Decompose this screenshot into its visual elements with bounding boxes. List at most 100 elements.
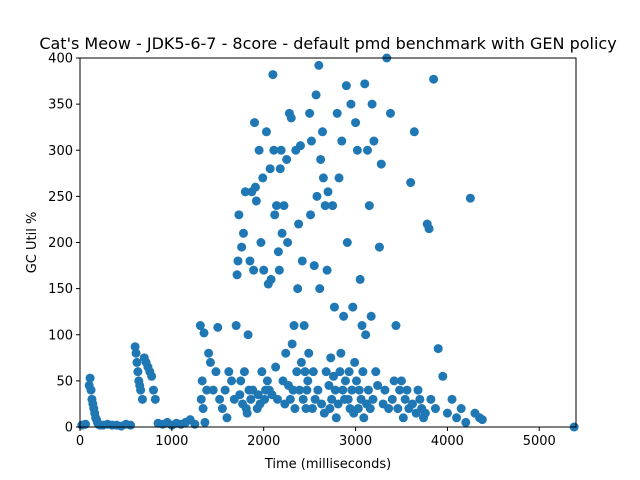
data-point <box>215 394 225 404</box>
data-point <box>321 367 331 377</box>
data-point <box>258 173 268 183</box>
data-point <box>402 385 412 395</box>
data-point <box>385 108 395 118</box>
data-point <box>336 348 346 358</box>
data-point <box>452 413 462 423</box>
data-point <box>320 201 330 211</box>
data-point <box>292 367 302 377</box>
data-point <box>317 127 327 137</box>
data-point <box>303 376 313 386</box>
data-point <box>456 404 466 414</box>
data-point <box>261 127 271 137</box>
x-axis: 0 1000 2000 3000 4000 5000 <box>76 427 556 449</box>
data-point <box>150 394 160 404</box>
data-point <box>337 136 347 146</box>
data-point <box>311 90 321 100</box>
data-point <box>276 145 286 155</box>
data-point <box>190 419 200 429</box>
data-point <box>287 339 297 349</box>
data-point <box>314 60 324 70</box>
data-point <box>318 173 328 183</box>
data-point <box>384 404 394 414</box>
data-point <box>368 394 378 404</box>
data-point <box>341 81 351 91</box>
data-point <box>254 145 264 155</box>
data-point <box>283 238 293 247</box>
data-point <box>260 394 270 404</box>
data-point <box>333 399 343 409</box>
data-point <box>413 385 423 395</box>
data-point <box>348 302 358 312</box>
data-point <box>232 270 242 280</box>
data-point <box>288 385 298 395</box>
data-point <box>297 256 307 266</box>
data-point <box>376 159 386 169</box>
x-tick-label: 0 <box>76 434 84 449</box>
data-point <box>198 404 208 414</box>
data-point <box>328 201 338 211</box>
data-point <box>369 136 379 146</box>
data-point <box>126 420 136 430</box>
y-tick-label: 50 <box>56 374 73 389</box>
data-point <box>256 238 266 247</box>
data-point <box>204 348 214 358</box>
data-point <box>224 367 234 377</box>
data-point <box>347 385 357 395</box>
data-point <box>222 413 232 423</box>
data-point <box>86 385 96 395</box>
data-point <box>374 242 384 252</box>
data-point <box>262 376 272 386</box>
data-point <box>251 196 261 206</box>
data-point <box>409 127 419 137</box>
data-point <box>330 385 340 395</box>
data-point <box>81 419 91 429</box>
data-point <box>406 178 416 188</box>
data-point <box>331 413 341 423</box>
data-point <box>433 344 443 354</box>
y-tick-label: 0 <box>65 421 73 436</box>
data-point <box>367 99 377 109</box>
data-point <box>395 385 405 395</box>
data-point <box>285 394 295 404</box>
data-point <box>211 367 221 377</box>
data-point <box>332 108 342 118</box>
data-point <box>294 219 304 229</box>
data-point <box>424 224 434 234</box>
data-point <box>197 376 207 386</box>
data-point <box>354 385 364 395</box>
data-point <box>274 265 284 275</box>
data-point <box>240 187 250 197</box>
data-point <box>316 154 326 164</box>
data-point <box>147 371 157 381</box>
data-point <box>132 357 142 367</box>
data-point <box>195 321 205 331</box>
data-point <box>208 385 218 395</box>
data-point <box>335 367 345 377</box>
data-point <box>202 385 212 395</box>
data-point <box>408 399 418 409</box>
data-point <box>299 321 309 331</box>
y-tick-label: 200 <box>48 236 73 251</box>
data-point <box>357 321 367 331</box>
data-point <box>305 108 315 118</box>
data-point <box>447 394 457 404</box>
data-point <box>272 201 282 211</box>
data-point <box>306 210 316 220</box>
x-tick-label: 2000 <box>247 434 280 449</box>
data-point <box>400 394 410 404</box>
y-axis-title: GC Util % <box>25 212 40 274</box>
data-point <box>295 385 305 395</box>
data-point <box>371 367 381 377</box>
data-point <box>389 376 399 386</box>
data-point <box>293 284 303 294</box>
data-point <box>227 376 237 386</box>
data-point <box>343 394 353 404</box>
x-tick-label: 5000 <box>523 434 556 449</box>
data-point <box>365 404 375 414</box>
data-point <box>477 415 487 425</box>
data-point <box>334 173 344 183</box>
data-point <box>306 136 316 146</box>
data-point <box>325 404 335 414</box>
x-tick-label: 1000 <box>155 434 188 449</box>
